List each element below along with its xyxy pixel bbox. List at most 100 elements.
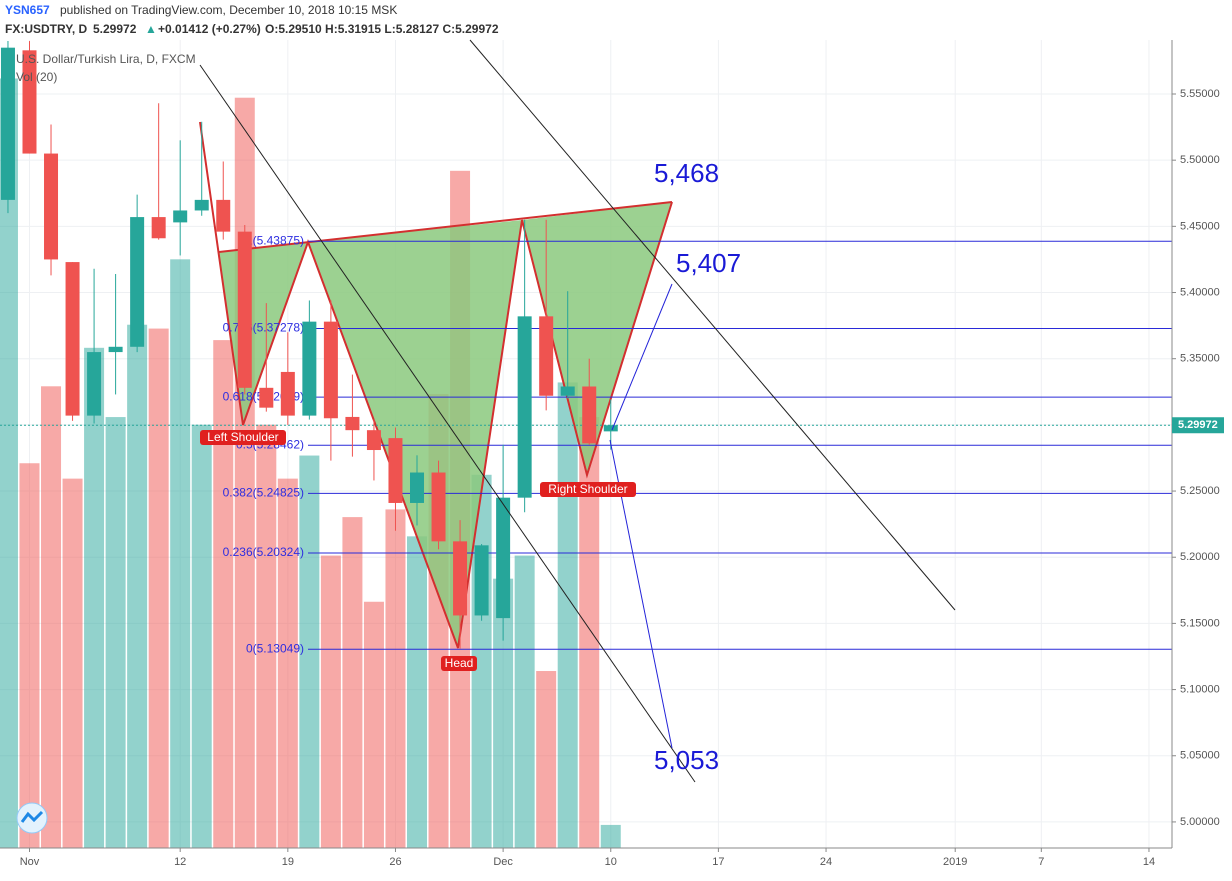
price: 5.29972 [93, 22, 137, 36]
pattern-line [199, 121, 673, 649]
y-tick-label: 5.25000 [1180, 485, 1220, 497]
author[interactable]: YSN657 [5, 3, 50, 17]
volume-bar [84, 347, 105, 848]
candle-body [216, 199, 231, 232]
candle-body [0, 47, 15, 200]
axes: 5.00000 5.05000 5.10000 5.15000 5.20000 5.250… [0, 40, 1224, 868]
candle-body [345, 416, 360, 431]
candle-body [323, 321, 338, 419]
x-tick-label: 2019 [943, 856, 967, 868]
y-tick-label: 5.15000 [1180, 617, 1220, 629]
candle-body [22, 50, 37, 154]
x-tick-label: 24 [820, 856, 832, 868]
volume-bar [170, 259, 191, 848]
volume-bar [191, 424, 212, 848]
candle-body [474, 545, 489, 616]
candle-body [108, 346, 123, 353]
x-tick-label: 17 [712, 856, 724, 868]
volume-bar [213, 340, 234, 848]
candle-body [237, 231, 252, 388]
x-tick-label: 10 [605, 856, 617, 868]
volume-bar [536, 671, 557, 848]
candles [0, 41, 618, 649]
volume-bar [385, 509, 406, 848]
fib-label: 0(5.13049) [246, 641, 304, 655]
volume-bar [105, 417, 126, 848]
last-price-label: 5.29972 [1178, 419, 1218, 431]
candle-body [517, 316, 532, 498]
candle-body [560, 386, 575, 396]
annotation: 5,468 [654, 158, 719, 188]
volume-bar [342, 517, 363, 848]
fib-label: 0.236(5.20324) [223, 545, 304, 559]
logo[interactable] [16, 802, 48, 834]
candle-body [582, 386, 597, 444]
volume-bar [127, 324, 148, 848]
volume-bar [579, 417, 600, 848]
candle-body [453, 541, 468, 616]
candle-body [280, 371, 295, 416]
symbol: FX:USDTRY, D [5, 22, 88, 36]
volume-bar [363, 601, 384, 848]
candle-body [410, 472, 425, 503]
y-tick-label: 5.45000 [1180, 220, 1220, 232]
y-tick-label: 5.40000 [1180, 286, 1220, 298]
candle-body [431, 472, 446, 542]
y-tick-label: 5.55000 [1180, 88, 1220, 100]
x-tick-label: 12 [174, 856, 186, 868]
change-arrow: ▲ [145, 22, 157, 36]
candle-body [259, 387, 274, 408]
candle-body [87, 352, 102, 416]
candle-body [130, 217, 145, 347]
candle-body [151, 217, 166, 239]
fib-label: 0.786(5.37278) [223, 321, 304, 335]
logo-mark [20, 810, 44, 823]
candle-body [65, 262, 80, 416]
x-tick-label: 7 [1038, 856, 1044, 868]
label-box [200, 430, 286, 445]
pattern-label: Head [445, 656, 474, 670]
volume-label: Vol (20) [16, 70, 57, 84]
volume-bar [62, 478, 83, 848]
drawings: 5,468 5,407 5,053 Left Shoulder Head Rig… [199, 39, 956, 783]
candle-body [173, 210, 188, 223]
volume-bar [0, 78, 18, 848]
pattern-fill [308, 220, 522, 648]
volume-bar [256, 424, 277, 848]
ohlc: O:5.29510 H:5.31915 L:5.28127 C:5.29972 [265, 22, 499, 36]
volume-bar [148, 328, 169, 849]
trend-line [469, 39, 956, 611]
x-tick-label: 26 [389, 856, 401, 868]
x-tick-label: 19 [282, 856, 294, 868]
change: +0.01412 (+0.27%) [158, 22, 261, 36]
volume-bar [493, 578, 514, 848]
y-tick-label: 5.20000 [1180, 551, 1220, 563]
volume-bar [19, 463, 40, 848]
neckline [218, 201, 673, 253]
pattern-label: Left Shoulder [207, 430, 278, 444]
candle-body [388, 438, 403, 503]
candle-body [539, 316, 554, 396]
candle-body [603, 425, 618, 432]
volume-bar [320, 555, 341, 848]
candle-body [366, 430, 381, 451]
y-tick-label: 5.50000 [1180, 154, 1220, 166]
annotation: 5,053 [654, 745, 719, 775]
header: YSN657 published on TradingView.com, Dec… [5, 3, 499, 84]
candle-body [194, 199, 209, 211]
volume-bar [277, 478, 298, 848]
x-tick-label: 14 [1143, 856, 1155, 868]
pattern-label: Right Shoulder [548, 482, 627, 496]
projection-line [611, 283, 673, 431]
candle-body [496, 497, 511, 619]
x-tick-label: Dec [493, 856, 513, 868]
volume-bar [299, 455, 320, 848]
fib-label: 0.382(5.24825) [223, 486, 304, 500]
pattern-fill [522, 202, 672, 475]
candle-body [302, 321, 317, 416]
volume-bar [557, 382, 578, 848]
y-tick-label: 5.00000 [1180, 816, 1220, 828]
volume-bar [41, 386, 62, 848]
